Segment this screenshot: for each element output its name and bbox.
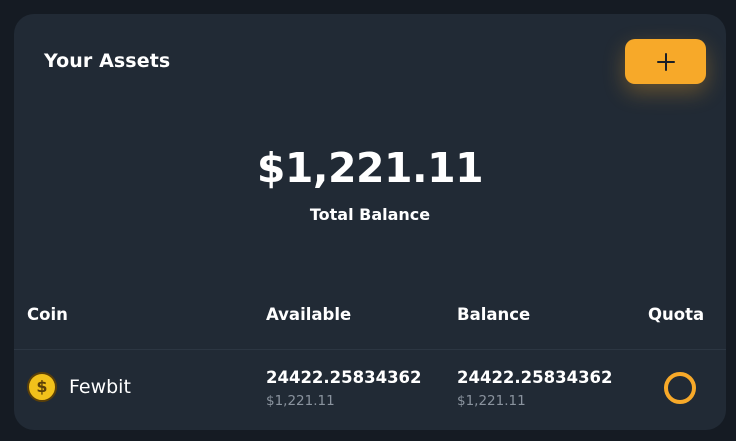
column-header-quota: Quota [648,305,705,324]
table-divider [14,349,726,350]
dollar-coin-glyph: $ [36,377,48,396]
coin-name: Fewbit [69,376,131,398]
assets-card: Your Assets $1,221.11 Total Balance Coin… [14,14,726,430]
column-header-available: Available [266,305,352,324]
plus-icon [656,52,675,71]
quota-ring-icon[interactable] [664,372,696,404]
column-header-coin: Coin [27,305,68,324]
table-row[interactable]: $ Fewbit 24422.25834362 $1,221.11 24422.… [14,350,726,430]
total-balance-amount: $1,221.11 [256,144,484,192]
balance-fiat-value: $1,221.11 [457,393,526,409]
available-amount: 24422.25834362 [266,368,422,387]
available-fiat-value: $1,221.11 [266,393,335,409]
add-asset-button[interactable] [625,39,706,84]
column-header-balance: Balance [457,305,531,324]
total-balance-label: Total Balance [309,205,431,224]
card-title: Your Assets [44,50,171,72]
balance-amount: 24422.25834362 [457,368,613,387]
dollar-coin-icon: $ [27,372,57,402]
